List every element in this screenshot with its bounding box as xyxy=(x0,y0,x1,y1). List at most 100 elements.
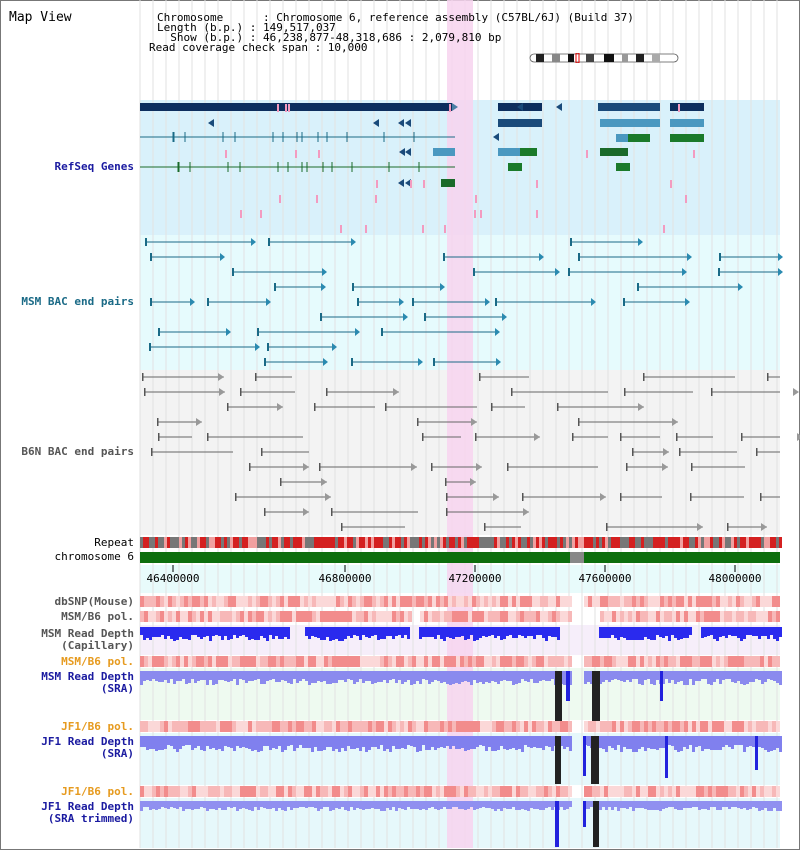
read-depth-bar xyxy=(653,627,656,640)
repeat-segment xyxy=(557,537,560,548)
read-depth-bar xyxy=(686,627,689,638)
polymorphism-cell xyxy=(372,721,376,732)
b6n-bac-end xyxy=(741,433,743,441)
b6n-bac-end-arrow xyxy=(761,523,767,531)
repeat-segment xyxy=(188,537,191,548)
read-depth-bar xyxy=(248,801,251,810)
read-depth-bar xyxy=(386,801,389,808)
polymorphism-cell xyxy=(404,656,408,667)
b6n-bac-end-arrow xyxy=(321,478,327,486)
repeat-segment xyxy=(164,537,167,548)
read-depth-bar xyxy=(173,627,176,641)
polymorphism-cell xyxy=(680,656,684,667)
polymorphism-cell xyxy=(236,656,240,667)
read-depth-bar xyxy=(686,801,689,808)
read-depth-bar xyxy=(746,627,749,635)
polymorphism-cell xyxy=(696,786,700,797)
read-depth-bar xyxy=(311,801,314,807)
polymorphism-cell xyxy=(140,721,144,732)
polymorphism-cell xyxy=(740,721,744,732)
b6n-bac-end-arrow xyxy=(196,418,202,426)
read-depth-bar xyxy=(770,627,773,635)
polymorphism-cell xyxy=(556,596,560,607)
refseq-pink-feature xyxy=(365,225,367,233)
msm-bac-end-arrow xyxy=(321,283,326,291)
polymorphism-cell xyxy=(616,721,620,732)
polymorphism-cell xyxy=(672,656,676,667)
read-depth-bar xyxy=(674,801,677,809)
polymorphism-cell xyxy=(408,596,412,607)
repeat-segment xyxy=(581,537,584,548)
polymorphism-cell xyxy=(224,786,228,797)
polymorphism-cell xyxy=(416,656,420,667)
polymorphism-cell xyxy=(508,611,512,622)
polymorphism-cell xyxy=(224,656,228,667)
msm-bac-end-arrow xyxy=(685,298,690,306)
read-depth-bar xyxy=(521,801,524,809)
polymorphism-cell xyxy=(428,596,432,607)
read-depth-bar xyxy=(617,627,620,640)
polymorphism-cell xyxy=(628,721,632,732)
read-depth-bar xyxy=(677,627,680,640)
read-depth-bar xyxy=(257,736,260,752)
polymorphism-cell xyxy=(284,611,288,622)
read-depth-bar xyxy=(272,671,275,679)
read-depth-bar xyxy=(152,671,155,679)
polymorphism-cell xyxy=(608,721,612,732)
msm-bac-end-arrow xyxy=(591,298,596,306)
polymorphism-cell xyxy=(752,596,756,607)
refseq-gene-block xyxy=(498,119,542,127)
b6n-bac-end xyxy=(756,448,758,456)
read-depth-bar xyxy=(263,801,266,808)
read-depth-bar xyxy=(443,627,446,641)
read-depth-bar xyxy=(623,671,626,682)
read-depth-bar xyxy=(251,801,254,811)
read-depth-bar xyxy=(752,671,755,682)
polymorphism-cell xyxy=(768,656,772,667)
read-depth-bar xyxy=(692,801,695,807)
polymorphism-cell xyxy=(668,596,672,607)
read-depth-bar xyxy=(362,801,365,810)
polymorphism-cell xyxy=(496,786,500,797)
polymorphism-cell xyxy=(152,611,156,622)
polymorphism-cell xyxy=(168,656,172,667)
polymorphism-cell xyxy=(632,596,636,607)
repeat-segment xyxy=(353,537,356,548)
read-depth-bar xyxy=(506,627,509,636)
repeat-segment xyxy=(488,537,491,548)
chromosome-bar xyxy=(140,552,780,563)
polymorphism-cell xyxy=(440,721,444,732)
polymorphism-cell xyxy=(736,721,740,732)
polymorphism-cell xyxy=(596,786,600,797)
repeat-segment xyxy=(743,537,746,548)
read-depth-bar xyxy=(317,801,320,811)
read-depth-bar xyxy=(371,671,374,684)
polymorphism-cell xyxy=(384,786,388,797)
track-label-msm-depth-sra: MSM Read Depth (SRA) xyxy=(41,670,134,695)
read-depth-bar xyxy=(680,736,683,751)
read-depth-bar xyxy=(236,627,239,638)
repeat-segment xyxy=(143,537,146,548)
polymorphism-cell xyxy=(612,656,616,667)
b6n-bac-end xyxy=(207,433,209,441)
b6n-bac-end xyxy=(727,523,729,531)
repeat-segment xyxy=(779,537,782,548)
polymorphism-cell xyxy=(640,656,644,667)
polymorphism-cell xyxy=(480,786,484,797)
polymorphism-cell xyxy=(424,596,428,607)
polymorphism-cell xyxy=(696,596,700,607)
chromosome-ideogram[interactable] xyxy=(528,53,680,63)
polymorphism-cell xyxy=(204,786,208,797)
read-depth-bar xyxy=(659,627,662,637)
read-depth-bar xyxy=(416,736,419,752)
polymorphism-cell xyxy=(692,721,696,732)
repeat-segment xyxy=(701,537,704,548)
read-depth-bar xyxy=(323,736,326,750)
polymorphism-cell xyxy=(284,721,288,732)
repeat-segment xyxy=(728,537,731,548)
read-depth-bar xyxy=(362,627,365,635)
polymorphism-cell xyxy=(656,596,660,607)
read-depth-bar xyxy=(716,736,719,750)
polymorphism-cell xyxy=(544,596,548,607)
polymorphism-cell xyxy=(276,656,280,667)
